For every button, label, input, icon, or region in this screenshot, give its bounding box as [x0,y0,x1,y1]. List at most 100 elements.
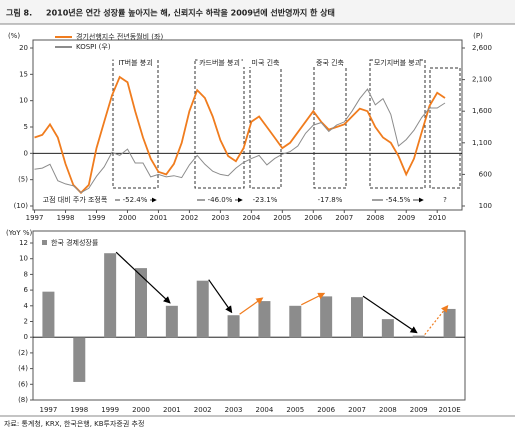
y-tick-label: 8 [24,270,28,278]
legend-label: KOSPI (우) [76,43,111,51]
y-tick-label: 6 [24,286,29,294]
y-tick-label: 4 [24,302,29,310]
bar [73,337,86,382]
trend-arrow [301,292,326,306]
x-tick-label: 2003 [211,214,229,222]
y2-tick-label: 1,600 [472,107,492,115]
x-tick-label: 2001 [163,406,181,414]
note: -54.5% [386,196,411,204]
x-tick-label: 2010E [438,406,460,414]
y-tick-label: 10 [19,255,28,263]
y-tick-label: (5) [18,176,28,184]
event-box [369,59,426,189]
y-tick-label: (6) [18,380,28,388]
event-label: 중국 긴축 [316,58,345,67]
x-tick-label: 2000 [132,406,150,414]
y-tick-label: 12 [19,239,28,247]
x-tick-label: 2008 [366,214,384,222]
y2-tick-label: 600 [479,170,492,178]
event-box [194,59,245,189]
series-line [34,75,446,195]
y-tick-label: (2) [18,349,28,357]
y-tick-label: (8) [18,396,28,404]
x-tick-label: 2008 [379,406,397,414]
x-tick-label: 2004 [256,406,274,414]
event-label: 모기지버블 붕괴 [374,58,421,67]
x-tick-label: 1999 [101,406,119,414]
trend-arrow [115,251,171,304]
title-bar [0,0,515,24]
note-bg [383,195,413,205]
bar [42,291,55,338]
bar [135,268,147,338]
x-tick-label: 2000 [119,214,137,222]
x-tick-label: 1998 [57,214,75,222]
bar [381,319,394,338]
x-tick-label: 1997 [26,214,44,222]
note-bg [205,195,235,205]
note-bg [430,195,460,205]
y2-tick-label: 2,600 [472,44,492,52]
figure-title: 2010년은 연간 성장률 높아지는 해, 신뢰지수 하락을 2009년에 선반… [46,8,335,18]
series-line [34,88,446,194]
y-tick-label: 10 [19,97,28,105]
figure-label: 그림 8. [6,8,32,18]
legend-label: 한국 경제성장률 [51,238,99,247]
y2-tick-label: 100 [479,202,492,210]
note: 고점 대비 주가 조정폭 [43,195,108,204]
y-tick-label: 0 [24,333,28,341]
bar [320,296,333,338]
y-tick-label: 15 [19,70,28,78]
note: ? [443,196,447,204]
bar [104,253,117,338]
x-tick-label: 1999 [88,214,106,222]
trend-arrow [362,295,418,334]
note-bg [315,195,345,205]
x-tick-label: 2003 [225,406,243,414]
y2-tick-label: 2,100 [472,76,492,84]
x-tick-label: 2002 [181,214,199,222]
y-tick-label: 0 [24,149,28,157]
x-tick-label: 1998 [70,406,88,414]
x-tick-label: 2009 [410,406,428,414]
note: -46.0% [208,196,233,204]
y2-axis-label: (P) [473,32,483,40]
x-tick-label: 2009 [397,214,415,222]
event-label-bg [243,58,288,67]
event-box [429,67,461,189]
plot-frame [32,230,466,401]
y-tick-label: (10) [14,202,29,210]
event-label-bg [308,58,352,67]
note-bg [250,195,280,205]
bar [165,305,178,338]
bar [412,335,425,338]
trend-arrow [208,279,233,314]
y-axis-label: (YoY %) [6,229,33,237]
source: 자료: 통계청, KRX, 한국은행, KB투자증권 추정 [4,419,144,428]
event-label-bg [375,58,420,67]
x-tick-label: 2007 [348,406,366,414]
x-tick-label: 2004 [242,214,260,222]
note: -17.8% [318,196,343,204]
event-label-bg [113,58,158,67]
event-label: IT버블 붕괴 [118,58,152,67]
bar [196,280,209,338]
trend-arrow [239,297,264,315]
x-tick-label: 2006 [317,406,335,414]
note: -23.1% [253,196,278,204]
x-tick-label: 2005 [286,406,304,414]
plot-frame [32,39,463,211]
legend-swatch [42,240,47,245]
note: -52.4% [123,196,148,204]
event-label-bg [197,58,242,67]
event-label: 미국 긴축 [252,58,281,67]
x-tick-label: 2005 [273,214,291,222]
bar [289,305,302,338]
x-tick-label: 2006 [304,214,322,222]
x-tick-label: 2001 [150,214,168,222]
y-tick-label: 2 [24,318,28,326]
bar [351,297,363,338]
bar [227,315,240,338]
y-tick-label: (4) [18,365,28,373]
